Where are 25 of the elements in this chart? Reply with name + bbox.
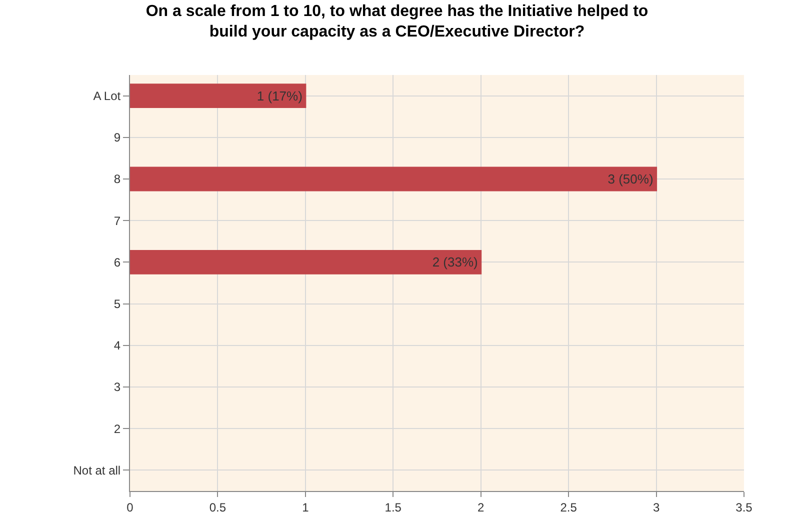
- y-tick-label: 2: [114, 422, 121, 436]
- y-tick-label: A Lot: [93, 89, 122, 103]
- y-tick-label: Not at all: [73, 463, 121, 478]
- y-tick-label: 7: [114, 214, 121, 228]
- y-tick-label: 5: [114, 297, 121, 311]
- data-label: 2 (33%): [432, 254, 478, 270]
- data-label: 1 (17%): [256, 88, 302, 104]
- x-tick-label: 1: [302, 500, 310, 514]
- y-tick-label: 6: [114, 255, 121, 270]
- x-tick-label: 0.5: [209, 500, 226, 514]
- y-tick-label: 9: [114, 130, 121, 145]
- x-tick-label: 1.5: [384, 500, 402, 514]
- x-tick-label: 0: [126, 500, 134, 514]
- x-tick-label: 2: [478, 500, 485, 514]
- y-tick-label: 8: [114, 172, 121, 186]
- y-tick-label: 4: [114, 338, 121, 353]
- bar: [130, 250, 482, 274]
- x-tick-label: 2.5: [560, 500, 578, 514]
- bar: [130, 84, 306, 108]
- bar: [130, 166, 658, 192]
- data-label: 3 (50%): [608, 172, 654, 186]
- x-tick-label: 3.5: [736, 500, 753, 514]
- y-tick-label: 3: [114, 380, 121, 394]
- x-tick-label: 3: [652, 500, 660, 514]
- chart-title: On a scale from 1 to 10, to what degree has the Initiative helped to build your capacity as a CEO/Executive Director?: [146, 2, 648, 41]
